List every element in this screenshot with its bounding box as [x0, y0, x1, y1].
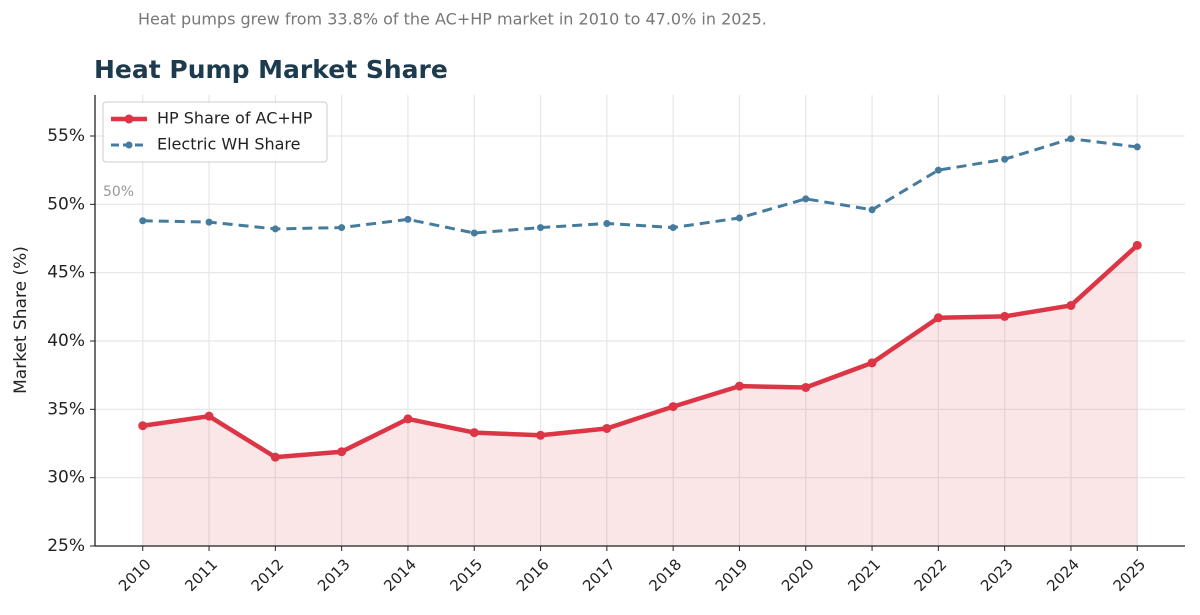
point: [734, 381, 744, 391]
x-tick-label: 2016: [513, 555, 553, 595]
y-tick-label: 50%: [47, 194, 85, 214]
y-axis-label: Market Share (%): [11, 246, 31, 394]
point: [403, 414, 413, 424]
chart-subtitle: Heat pumps grew from 33.8% of the AC+HP …: [138, 10, 767, 29]
x-tick-label: 2017: [579, 555, 619, 595]
point: [602, 423, 612, 433]
point: [1067, 135, 1075, 143]
point: [338, 224, 346, 232]
legend-label: HP Share of AC+HP: [157, 109, 313, 128]
point: [735, 214, 743, 222]
y-tick-label: 30%: [47, 468, 85, 488]
point: [669, 224, 677, 232]
legend-label: Electric WH Share: [157, 135, 300, 154]
point: [802, 195, 810, 203]
point: [1066, 300, 1076, 310]
x-tick-label: 2021: [844, 555, 884, 595]
point: [204, 411, 214, 421]
y-tick-label: 40%: [47, 331, 85, 351]
point: [139, 217, 147, 225]
x-tick-label: 2018: [645, 555, 685, 595]
point: [1132, 240, 1142, 250]
y-tick-label: 35%: [47, 399, 85, 419]
line: [142, 137, 1138, 235]
y-tick-label: 55%: [47, 126, 85, 146]
y-tick-label: 25%: [47, 536, 85, 556]
point: [1133, 143, 1141, 151]
legend-marker: [125, 141, 133, 149]
point: [801, 382, 811, 392]
x-tick-label: 2011: [181, 555, 221, 595]
area: [142, 245, 1138, 547]
point: [933, 313, 943, 323]
point: [934, 166, 942, 174]
point: [469, 428, 479, 438]
point: [1000, 311, 1010, 321]
point: [868, 206, 876, 214]
annotation: 50%: [103, 184, 134, 200]
x-tick-label: 2025: [1110, 555, 1150, 595]
point: [668, 402, 678, 412]
point: [337, 447, 347, 457]
point: [867, 358, 877, 368]
y-tick-label: 45%: [47, 263, 85, 283]
point: [404, 215, 412, 223]
point: [205, 218, 213, 226]
point: [537, 224, 545, 232]
x-tick-label: 2010: [115, 555, 155, 595]
x-tick-label: 2024: [1043, 555, 1083, 595]
x-tick-label: 2014: [380, 555, 420, 595]
line: [142, 243, 1139, 460]
x-tick-label: 2022: [911, 555, 951, 595]
x-tick-label: 2015: [447, 555, 487, 595]
point: [1001, 155, 1009, 163]
x-tick-label: 2019: [712, 555, 752, 595]
x-tick-label: 2023: [977, 555, 1017, 595]
x-tick-label: 2020: [778, 555, 818, 595]
point: [138, 421, 148, 431]
x-tick-label: 2013: [314, 555, 354, 595]
legend-box: [102, 101, 328, 163]
x-tick-label: 2012: [248, 555, 288, 595]
chart-title: Heat Pump Market Share: [94, 55, 448, 84]
point: [536, 430, 546, 440]
point: [470, 229, 478, 237]
legend-marker: [124, 114, 134, 124]
point: [603, 219, 611, 227]
point: [270, 452, 280, 462]
point: [271, 225, 279, 233]
